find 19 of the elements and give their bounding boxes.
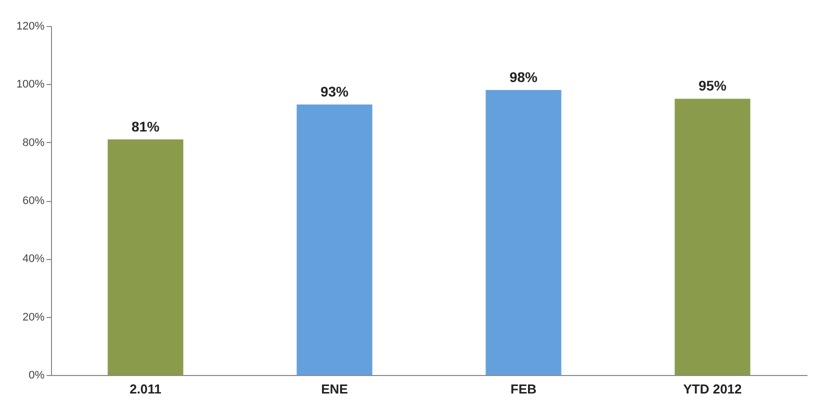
data-label: 98% bbox=[509, 68, 538, 85]
y-tick-label: 120% bbox=[16, 20, 45, 32]
y-tick-label: 40% bbox=[22, 253, 45, 266]
bar bbox=[296, 104, 372, 375]
bar bbox=[674, 98, 750, 375]
x-tick-label: ENE bbox=[321, 382, 348, 396]
y-tick-label: 60% bbox=[22, 195, 45, 207]
x-tick-label: YTD 2012 bbox=[683, 382, 742, 396]
bar bbox=[486, 90, 562, 375]
y-tick-label: 20% bbox=[22, 311, 45, 324]
data-label: 81% bbox=[131, 118, 160, 134]
data-label: 95% bbox=[698, 78, 728, 94]
bar bbox=[108, 139, 184, 375]
x-tick-label: 2.011 bbox=[130, 382, 162, 396]
y-tick-label: 80% bbox=[22, 136, 45, 149]
data-label: 93% bbox=[320, 84, 350, 100]
x-tick-label: FEB bbox=[510, 382, 536, 396]
y-tick-label: 0% bbox=[28, 370, 45, 382]
y-tick-label: 100% bbox=[16, 78, 45, 91]
